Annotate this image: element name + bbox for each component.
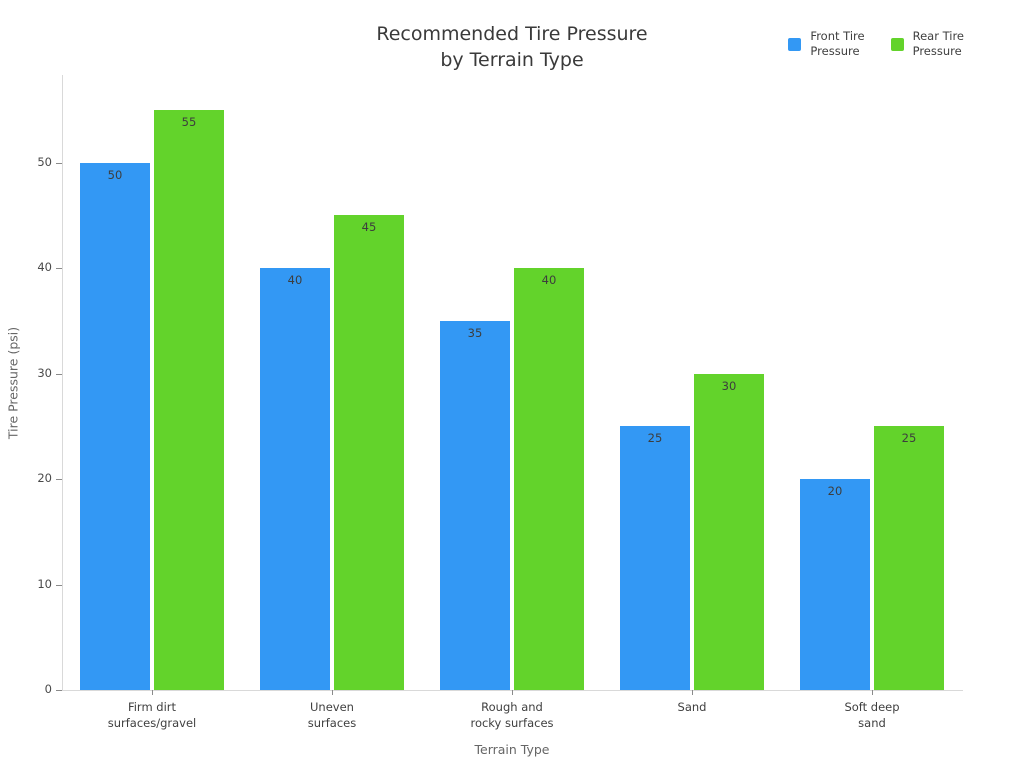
y-tick-mark	[56, 479, 62, 481]
bar-rear	[874, 426, 944, 690]
bar-value-label: 50	[107, 167, 123, 182]
y-tick-mark	[56, 162, 62, 164]
y-tick-label: 0	[44, 682, 52, 696]
x-tick-mark	[332, 690, 333, 695]
bar-rear	[334, 215, 404, 690]
x-tick-mark	[692, 690, 693, 695]
chart-legend: Front Tire Pressure Rear Tire Pressure	[788, 29, 964, 59]
legend-item: Rear Tire Pressure	[890, 29, 964, 59]
category-label: Rough and rocky surfaces	[470, 700, 554, 730]
x-axis-title: Terrain Type	[474, 742, 550, 757]
category-label: Sand	[677, 700, 707, 714]
bar-value-label: 30	[721, 378, 737, 393]
bar-value-label: 55	[181, 114, 197, 129]
x-tick-mark	[872, 690, 873, 695]
bar-value-label: 25	[901, 431, 917, 446]
category-label: Firm dirt surfaces/gravel	[107, 700, 197, 730]
y-tick-mark	[56, 690, 62, 691]
y-tick-label: 20	[37, 471, 52, 486]
bar-value-label: 45	[361, 220, 377, 235]
bar-value-label: 20	[827, 484, 843, 499]
y-tick-label: 10	[37, 576, 52, 591]
chart-title-line-1: Recommended Tire Pressure	[376, 23, 648, 45]
bar-value-label: 40	[541, 273, 557, 288]
y-tick-label: 30	[37, 365, 52, 380]
bar-rear	[514, 268, 584, 690]
bar-front	[620, 426, 690, 690]
y-tick-mark	[56, 584, 62, 586]
y-tick-mark	[56, 268, 62, 270]
legend-swatch-icon	[890, 37, 904, 51]
y-tick-label: 50	[37, 154, 52, 169]
x-tick-mark	[152, 690, 153, 695]
bar-value-label: 25	[647, 431, 663, 446]
category-label: Uneven surfaces	[307, 700, 357, 730]
bar-front	[800, 479, 870, 690]
legend-label: Rear Tire Pressure	[912, 29, 964, 58]
chart-title: Recommended Tire Pressure by Terrain Typ…	[0, 21, 1024, 73]
bar-front	[80, 162, 150, 690]
y-tick-mark	[56, 373, 62, 375]
legend-item: Front Tire Pressure	[788, 29, 865, 59]
bar-value-label: 40	[287, 273, 303, 288]
legend-swatch-icon	[788, 37, 802, 51]
bar-front	[440, 320, 510, 690]
chart-title-line-2: by Terrain Type	[440, 49, 584, 71]
y-tick-label: 40	[37, 260, 52, 275]
bar-front	[260, 268, 330, 690]
bar-rear	[154, 109, 224, 690]
bar-rear	[694, 373, 764, 690]
x-tick-mark	[512, 690, 513, 695]
bar-value-label: 35	[467, 325, 483, 340]
category-label: Soft deep sand	[844, 700, 900, 730]
legend-label: Front Tire Pressure	[810, 29, 865, 58]
y-axis-line	[62, 75, 63, 690]
